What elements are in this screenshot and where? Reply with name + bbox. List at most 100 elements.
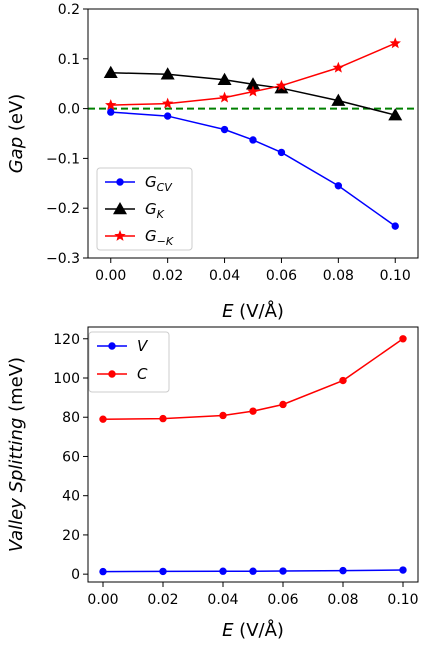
series-0-point-3: [249, 136, 257, 144]
series-1-point-2: [217, 72, 232, 85]
y-tick-label-2: −0.1: [46, 151, 80, 167]
legend-marker-1: [113, 202, 127, 215]
series-1-point-6: [388, 108, 403, 121]
legend-entry-0: V: [97, 337, 149, 355]
series-2-point-6: [389, 37, 401, 49]
legend-label-1: GK: [145, 200, 165, 221]
series-1-point-0: [103, 65, 118, 78]
series-2-point-3: [247, 85, 259, 97]
x-tick-label-1: 0.02: [147, 592, 178, 608]
series-1-point-1: [159, 414, 167, 423]
series-0: [107, 108, 399, 230]
series-0-point-5: [334, 182, 343, 190]
legend-label-sub-0: CV: [157, 181, 174, 194]
legend-box: [96, 167, 193, 251]
legend-entry-0: GCV: [105, 173, 173, 194]
legend-entry-2: G−K: [105, 227, 174, 248]
series-1-point-1: [160, 67, 175, 80]
series-0-point-1: [163, 112, 172, 120]
plot-frame: [87, 8, 419, 259]
legend-marker-1: [108, 370, 116, 378]
y-tick-label-0: −0.3: [46, 251, 80, 267]
legend-marker-0: [116, 178, 124, 186]
series-0-point-4: [279, 567, 287, 575]
legend-marker-0: [108, 342, 116, 350]
y-tick-label-4: 80: [62, 410, 80, 426]
series-0: [99, 566, 407, 576]
series-2: [105, 37, 401, 110]
valley-splitting-chart-panel: 0.00 0.02 0.04 0.06 0.08 0.10 0 20 40 60 80 100 120 E…: [6, 326, 419, 641]
legend-label-0: GCV: [145, 173, 173, 194]
x-axis-label: E (V/Å): [222, 619, 284, 641]
series-2-point-5: [332, 61, 345, 73]
series-0-point-4: [277, 148, 286, 157]
legend-label-base-2: G: [145, 227, 157, 245]
legend-box: [88, 331, 170, 393]
series-2-point-2: [218, 91, 231, 103]
x-tick-label-3: 0.06: [267, 592, 298, 608]
y-tick-label-5: 100: [53, 371, 80, 387]
y-tick-label-5: 0.2: [58, 2, 80, 18]
series-0-point-5: [339, 566, 347, 575]
legend-marker-2: [114, 230, 126, 241]
legend: VC: [88, 331, 170, 393]
legend-label-2: G−K: [145, 227, 174, 248]
legend-label-base-1: G: [145, 200, 157, 218]
series-1-point-6: [399, 335, 407, 343]
series-0-point-3: [249, 567, 257, 575]
x-axis-variable: E: [222, 301, 234, 322]
legend-label-0: V: [137, 337, 149, 355]
y-axis-variable: Valley Splitting: [6, 418, 27, 552]
series-1-point-3: [249, 407, 257, 415]
y-tick-label-2: 40: [62, 489, 80, 505]
x-tick-label-1: 0.02: [152, 268, 183, 284]
x-axis-label: E (V/Å): [222, 300, 284, 322]
series-1: [103, 65, 403, 121]
series-2-point-4: [275, 79, 288, 91]
series-1-point-0: [99, 415, 107, 423]
x-tick-label-5: 0.10: [380, 268, 411, 284]
legend-entry-1: C: [97, 365, 148, 383]
series-0-point-6: [399, 566, 407, 574]
x-tick-label-4: 0.08: [327, 592, 358, 608]
x-tick-label-3: 0.06: [266, 268, 297, 284]
legend-label-sub-2: −K: [157, 235, 174, 248]
y-tick-label-3: 60: [62, 449, 80, 465]
x-tick-label-5: 0.10: [387, 592, 418, 608]
y-tick-label-6: 120: [53, 332, 80, 348]
x-tick-label-0: 0.00: [87, 592, 118, 608]
gap-chart-panel: 0.00 0.02 0.04 0.06 0.08 0.10 −0.3 −0.2 −0.1 0.0 0…: [6, 2, 419, 322]
series-1-point-5: [339, 376, 347, 385]
y-tick-label-3: 0.0: [58, 102, 80, 118]
series-0-point-0: [107, 108, 115, 116]
series-1: [99, 335, 407, 423]
series-0-point-2: [220, 125, 229, 134]
y-tick-label-0: 0: [71, 567, 80, 583]
series-2-point-0: [105, 99, 117, 110]
y-tick-label-1: −0.2: [46, 201, 80, 217]
series-0-point-2: [219, 567, 227, 575]
legend-entry-1: GK: [105, 200, 165, 221]
series-1-point-2: [219, 411, 227, 420]
x-tick-label-0: 0.00: [95, 268, 126, 284]
y-tick-label-4: 0.1: [58, 52, 80, 68]
y-axis-label: Valley Splitting (meV): [6, 357, 27, 552]
x-tick-label-2: 0.04: [207, 592, 238, 608]
legend-label-sub-1: K: [157, 208, 165, 221]
series-0-point-1: [159, 567, 167, 576]
x-tick-label-4: 0.08: [323, 268, 354, 284]
x-axis-variable: E: [222, 620, 234, 641]
legend-label-1: C: [137, 365, 148, 383]
y-axis-unit: (eV): [6, 94, 27, 131]
series-0-point-6: [391, 222, 399, 230]
x-axis-unit: (V/Å): [239, 300, 284, 322]
x-tick-label-2: 0.04: [209, 268, 240, 284]
y-tick-label-1: 20: [62, 528, 80, 544]
series-1-point-5: [331, 93, 346, 106]
plot-frame: [87, 326, 419, 583]
series-1-point-4: [279, 400, 287, 409]
series-2-point-1: [161, 97, 174, 109]
y-axis-label: Gap (eV): [6, 94, 27, 174]
x-axis-unit: (V/Å): [239, 619, 284, 641]
